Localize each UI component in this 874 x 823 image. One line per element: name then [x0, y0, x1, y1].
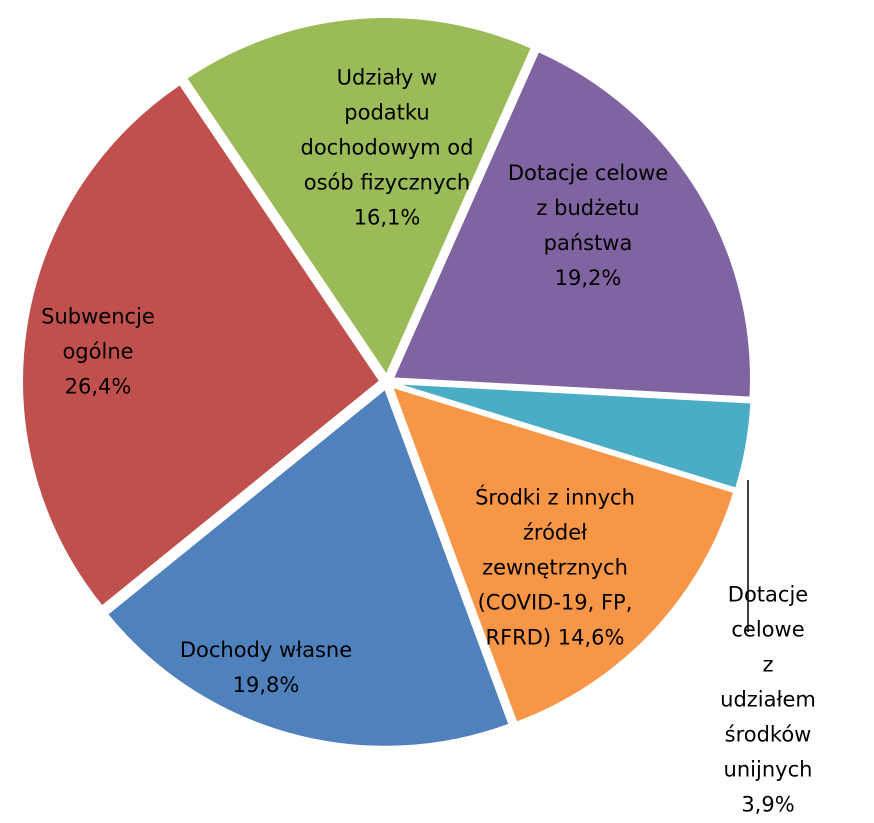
slice-label: Dotacje celowe z budżetu państwa 19,2% [507, 161, 669, 290]
chart [21, 16, 753, 748]
pie-slice [21, 82, 382, 608]
pie-slice [393, 382, 753, 490]
page: Udziały w podatku dochodowym od osób fiz… [21, 16, 816, 817]
pie-slice [391, 49, 752, 399]
slice-label: Udziały w podatku dochodowym od osób fiz… [300, 65, 474, 230]
pie-slice [184, 16, 534, 378]
slice-label: Dotacje celowe z udziałem środków unijny… [720, 582, 816, 817]
pie-slice [390, 385, 736, 724]
slice-label: Środki z innych źródeł zewnętrznych (COV… [475, 485, 635, 650]
slice-label: Subwencje ogólne 26,4% [41, 304, 155, 399]
slice-label: Dochody własne 19,8% [179, 638, 353, 697]
pie-slice [105, 387, 511, 748]
